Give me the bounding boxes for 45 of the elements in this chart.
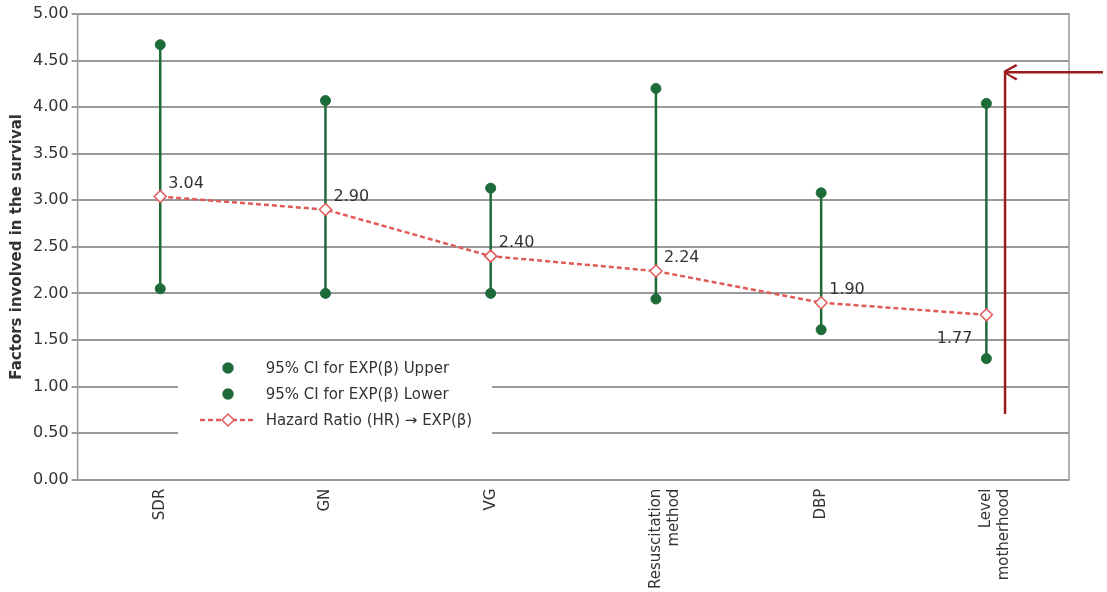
point: [649, 264, 663, 278]
x-tick-label: DBP: [811, 488, 830, 520]
point: [814, 295, 828, 310]
point: [154, 39, 166, 51]
x-tick-label: VG: [480, 488, 499, 511]
y-tick-label: 3.00: [33, 189, 69, 209]
x-tick-label: Resuscitation method: [645, 488, 682, 590]
x-tick-label: Level motherhood: [976, 488, 1013, 581]
data-label: 3.04: [168, 172, 204, 192]
point: [483, 249, 498, 263]
y-tick-label: 1.50: [33, 329, 69, 349]
y-tick-label: 4.00: [33, 96, 69, 116]
y-tick-label: 0.00: [33, 468, 69, 488]
y-axis-title: Factors involved in the survival: [6, 114, 25, 380]
y-tick-label: 2.50: [33, 235, 69, 255]
point: [650, 293, 662, 305]
legend-label: 95% CI for EXP(β) Upper: [265, 358, 450, 377]
point: [980, 353, 992, 365]
x-tick-label: GN: [315, 488, 334, 512]
y-tick-label: 2.00: [33, 282, 69, 302]
data-label: 2.24: [663, 247, 700, 267]
point: [650, 83, 662, 95]
point: [153, 189, 167, 204]
point: [319, 95, 331, 107]
y-tick-label: 3.50: [33, 142, 69, 162]
y-tick-label: 5.00: [33, 3, 69, 23]
point: [485, 287, 497, 299]
point: [319, 287, 331, 299]
y-tick-label: 4.50: [33, 49, 69, 69]
point: [980, 97, 992, 109]
y-tick-label: 1.00: [33, 375, 69, 395]
point: [318, 202, 333, 217]
legend-label: 95% CI for EXP(β) Lower: [265, 384, 449, 403]
point: [815, 324, 827, 336]
point: [154, 283, 166, 295]
data-label: 1.90: [829, 278, 865, 298]
point: [485, 182, 497, 194]
x-tick-label: SDR: [150, 488, 169, 521]
point: [815, 187, 827, 199]
data-label: 2.40: [498, 232, 535, 252]
legend-label: Hazard Ratio (HR) → EXP(β): [265, 410, 473, 429]
y-tick-label: 0.50: [33, 422, 69, 442]
data-label: 1.77: [936, 327, 973, 347]
data-label: 2.90: [333, 185, 370, 205]
point: [979, 308, 994, 322]
